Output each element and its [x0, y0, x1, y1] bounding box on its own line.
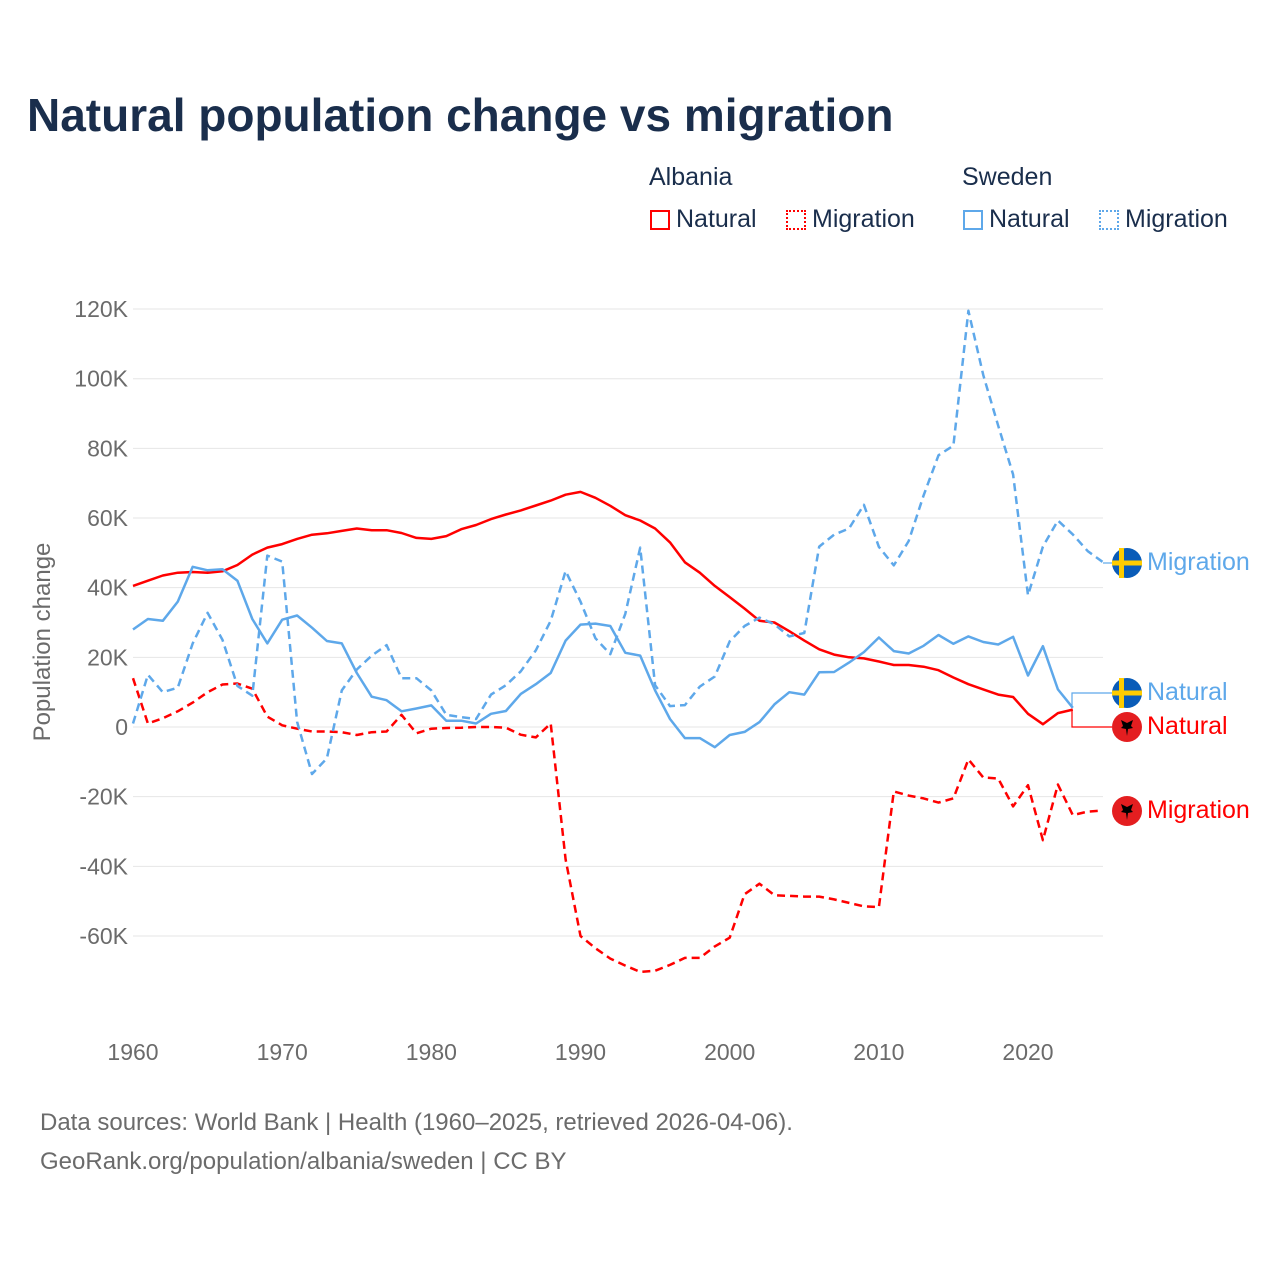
y-tick-label: 20K [87, 644, 129, 670]
y-axis-label: Population change [29, 543, 56, 742]
x-tick-label: 1990 [555, 1039, 606, 1065]
x-tick-label: 1980 [406, 1039, 457, 1065]
x-tick-label: 2020 [1002, 1039, 1053, 1065]
legend-swatch-icon [650, 209, 670, 230]
y-tick-label: 40K [87, 575, 129, 601]
y-tick-label: -40K [79, 853, 128, 879]
legend-sweden-natural[interactable]: Natural [963, 205, 1070, 234]
y-tick-label: -60K [79, 923, 128, 949]
legend-label: Migration [1125, 205, 1228, 233]
source-link[interactable]: GeoRank.org/population/albania/sweden | … [40, 1148, 567, 1175]
y-tick-label: 80K [87, 435, 129, 461]
end-label-albania-natural: Natural [1147, 712, 1228, 740]
legend-swatch-icon [786, 209, 806, 230]
legend-label: Natural [676, 205, 757, 233]
end-label-sweden-migration: Migration [1147, 548, 1250, 576]
y-tick-label: 0 [115, 714, 128, 740]
legend-group-albania: Albania [649, 163, 733, 191]
legend-albania-migration[interactable]: Migration [786, 205, 915, 234]
x-tick-label: 2000 [704, 1039, 755, 1065]
series-line-sweden-natural [132, 565, 1074, 749]
end-label-albania-migration: Migration [1147, 796, 1250, 824]
y-tick-label: -20K [79, 784, 128, 810]
legend-swatch-icon [963, 209, 983, 230]
x-tick-label: 1970 [257, 1039, 308, 1065]
legend-group-sweden: Sweden [962, 163, 1053, 191]
y-tick-label: 100K [74, 366, 128, 392]
x-tick-label: 2010 [853, 1039, 904, 1065]
legend-label: Migration [812, 205, 915, 233]
legend-sweden-migration[interactable]: Migration [1099, 205, 1228, 234]
albania-flag-icon [1112, 796, 1142, 826]
x-tick-label: 1960 [107, 1039, 158, 1065]
y-tick-label: 60K [87, 505, 129, 531]
legend-label: Natural [989, 205, 1070, 233]
source-note: Data sources: World Bank | Health (1960–… [40, 1109, 793, 1136]
series-line-albania-migration [131, 677, 1103, 974]
chart-title: Natural population change vs migration [27, 89, 894, 141]
albania-flag-icon [1112, 712, 1142, 742]
y-tick-label: 120K [74, 296, 128, 322]
sweden-flag-icon [1112, 678, 1142, 708]
legend-albania-natural[interactable]: Natural [650, 205, 757, 234]
series-line-sweden-migration [131, 309, 1104, 776]
series-line-albania-natural [132, 490, 1074, 726]
sweden-flag-icon [1112, 548, 1142, 578]
end-label-sweden-natural: Natural [1147, 678, 1228, 706]
legend-swatch-icon [1099, 209, 1119, 230]
